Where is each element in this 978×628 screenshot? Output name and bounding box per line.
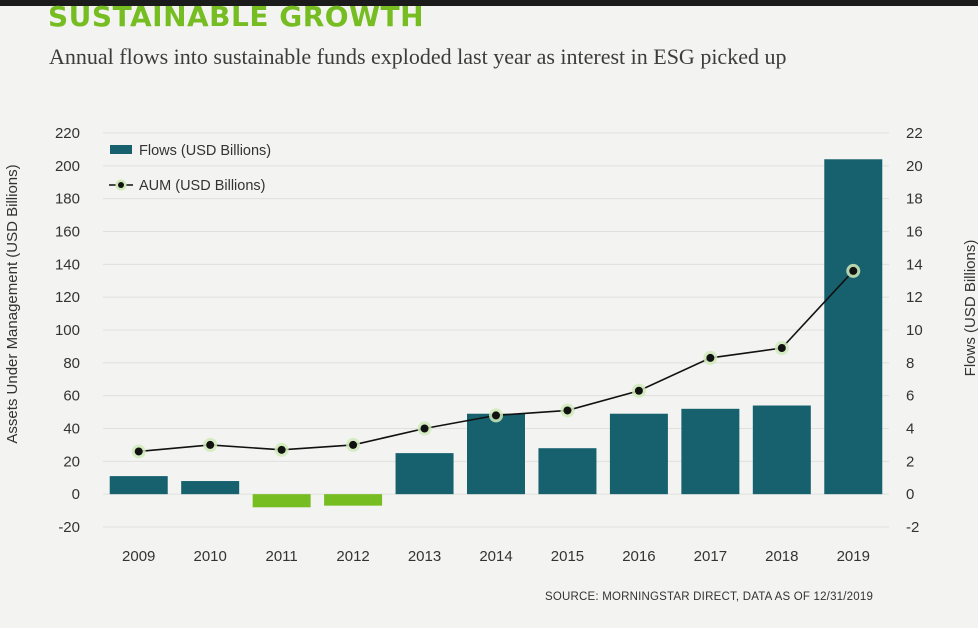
right-tick-label: 20 [906, 158, 923, 175]
right-tick-label: 10 [906, 322, 923, 339]
left-tick-label: 140 [55, 256, 80, 273]
left-tick-label: -20 [58, 519, 80, 536]
x-tick-label: 2014 [479, 548, 512, 565]
x-tick-label: 2019 [837, 548, 870, 565]
flow-bar [181, 481, 240, 495]
right-tick-label: 14 [906, 256, 923, 273]
flow-bar [752, 405, 811, 495]
legend-aum-label: AUM (USD Billions) [139, 178, 266, 194]
axis-ticks: 220200180160140120100806040200-202220181… [55, 125, 923, 565]
left-tick-label: 200 [55, 158, 80, 175]
legend-flows-swatch [110, 145, 132, 154]
left-tick-label: 160 [55, 224, 80, 241]
aum-marker [777, 344, 786, 353]
x-tick-label: 2016 [622, 548, 655, 565]
chart-subtitle: Annual flows into sustainable funds expl… [49, 44, 787, 69]
right-tick-label: -2 [906, 519, 919, 536]
left-tick-label: 100 [55, 322, 80, 339]
aum-marker [134, 447, 143, 456]
aum-marker [634, 386, 643, 395]
right-tick-label: 0 [906, 486, 914, 503]
x-tick-label: 2018 [765, 548, 798, 565]
aum-marker [849, 266, 858, 275]
x-tick-label: 2010 [193, 548, 226, 565]
left-axis-label: Assets Under Management (USD Billions) [4, 164, 21, 443]
x-tick-label: 2017 [694, 548, 727, 565]
right-tick-label: 18 [906, 191, 923, 208]
aum-marker [563, 406, 572, 415]
left-tick-label: 60 [63, 388, 80, 405]
left-tick-label: 120 [55, 289, 80, 306]
top-bar [0, 0, 978, 6]
x-tick-label: 2013 [408, 548, 441, 565]
right-tick-label: 6 [906, 388, 914, 405]
legend-flows-label: Flows (USD Billions) [139, 143, 271, 159]
x-tick-label: 2009 [122, 548, 155, 565]
right-tick-label: 2 [906, 453, 914, 470]
right-tick-label: 8 [906, 355, 914, 372]
flow-bar [609, 413, 668, 495]
flow-bar [109, 476, 168, 495]
source-note: SOURCE: MORNINGSTAR DIRECT, DATA AS OF 1… [545, 591, 874, 603]
flow-bar [824, 159, 883, 495]
flow-bar [681, 408, 740, 495]
flow-bar [324, 494, 383, 506]
left-tick-label: 40 [63, 421, 80, 438]
flow-bar [252, 494, 311, 508]
legend: Flows (USD Billions) AUM (USD Billions) [109, 143, 271, 194]
flow-bar [538, 448, 597, 495]
right-tick-label: 4 [906, 421, 914, 438]
left-tick-label: 80 [63, 355, 80, 372]
right-tick-label: 16 [906, 224, 923, 241]
aum-marker [420, 424, 429, 433]
right-tick-label: 12 [906, 289, 923, 306]
x-tick-label: 2011 [266, 548, 298, 565]
aum-marker [706, 353, 715, 362]
flows-bars [109, 159, 883, 508]
aum-marker [277, 445, 286, 454]
right-axis-label: Flows (USD Billions) [962, 240, 978, 377]
left-tick-label: 180 [55, 191, 80, 208]
x-tick-label: 2015 [551, 548, 584, 565]
flow-bar [395, 453, 454, 495]
aum-marker [206, 440, 215, 449]
aum-line [131, 263, 861, 459]
chart-title: SUSTAINABLE GROWTH [48, 0, 425, 33]
x-tick-label: 2012 [336, 548, 369, 565]
aum-marker [492, 411, 500, 420]
left-tick-label: 220 [55, 125, 80, 142]
aum-marker [349, 440, 358, 449]
left-tick-label: 20 [63, 453, 80, 470]
right-tick-label: 22 [906, 125, 923, 142]
left-tick-label: 0 [72, 486, 80, 503]
flow-bar [467, 413, 525, 495]
legend-aum-marker [118, 182, 124, 188]
